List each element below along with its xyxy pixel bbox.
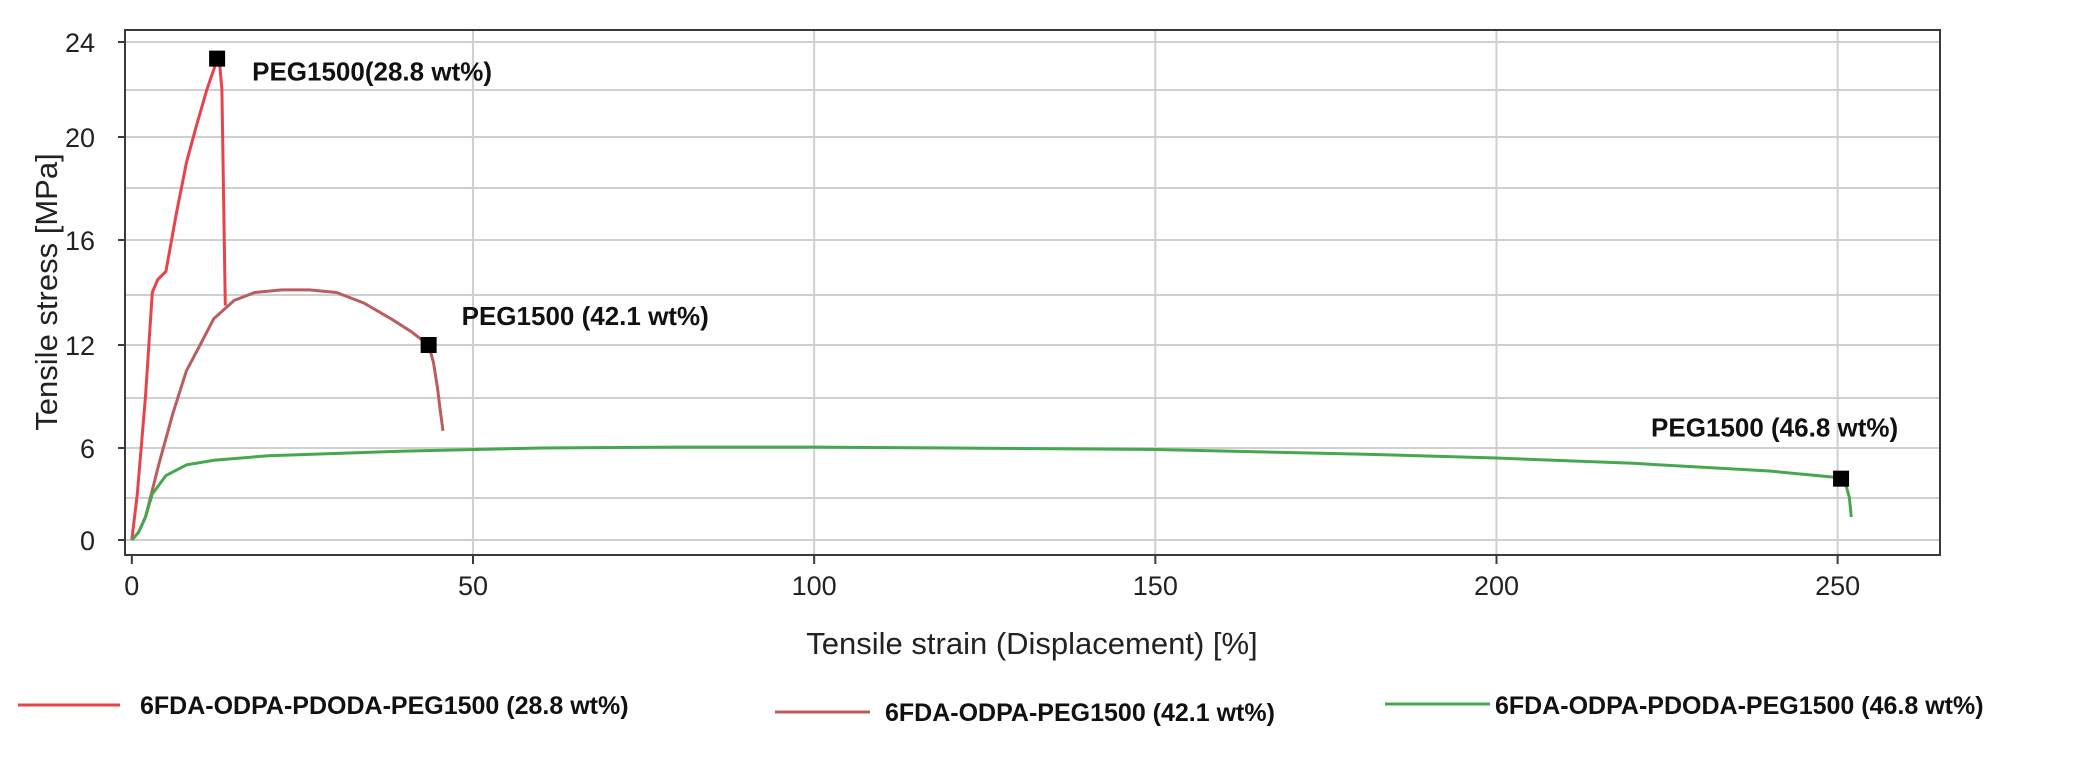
endpoint-marker-2 xyxy=(420,337,437,353)
legend-label-2: 6FDA-ODPA-PEG1500 (42.1 wt%) xyxy=(885,699,1275,727)
legend-label-1: 6FDA-ODPA-PDODA-PEG1500 (28.8 wt%) xyxy=(140,692,629,720)
y-tick-label: 12 xyxy=(65,331,95,361)
endpoint-marker-1 xyxy=(209,50,226,67)
endpoint-markers: PEG1500(28.8 wt%) PEG1500 (42.1 wt%) PEG15… xyxy=(209,50,1898,487)
endpoint-label-2: PEG1500 (42.1 wt%) xyxy=(462,301,709,331)
x-tick-label: 200 xyxy=(1474,571,1519,601)
x-tick-label: 0 xyxy=(124,571,139,601)
legend-label-3: 6FDA-ODPA-PDODA-PEG1500 (46.8 wt%) xyxy=(1495,692,1984,720)
x-tick-label: 100 xyxy=(792,571,837,601)
x-tick-labels: 0 50 100 150 200 250 xyxy=(124,555,1860,601)
x-tick-label: 250 xyxy=(1815,571,1860,601)
endpoint-label-1: PEG1500(28.8 wt%) xyxy=(252,57,492,87)
plot-background xyxy=(125,30,1940,555)
endpoint-marker-3 xyxy=(1833,470,1850,487)
y-tick-label: 24 xyxy=(65,28,95,58)
endpoint-label-3: PEG1500 (46.8 wt%) xyxy=(1651,413,1898,443)
y-tick-label: 16 xyxy=(65,226,95,256)
x-tick-label: 50 xyxy=(458,571,488,601)
y-tick-label: 6 xyxy=(80,434,95,464)
y-tick-label: 20 xyxy=(65,123,95,153)
y-axis-label: Tensile stress [MPa] xyxy=(29,153,64,430)
series-line-3 xyxy=(130,445,1853,541)
y-tick-label: 0 xyxy=(80,526,95,556)
series-line-2 xyxy=(130,288,445,541)
x-axis-label: Tensile strain (Displacement) [%] xyxy=(806,626,1257,661)
plot-frame xyxy=(124,29,1941,556)
x-tick-label: 150 xyxy=(1133,571,1178,601)
legend: 6FDA-ODPA-PDODA-PEG1500 (28.8 wt%) 6FDA-O… xyxy=(18,692,1984,727)
y-tick-labels: 0 6 12 16 20 24 xyxy=(65,28,125,556)
